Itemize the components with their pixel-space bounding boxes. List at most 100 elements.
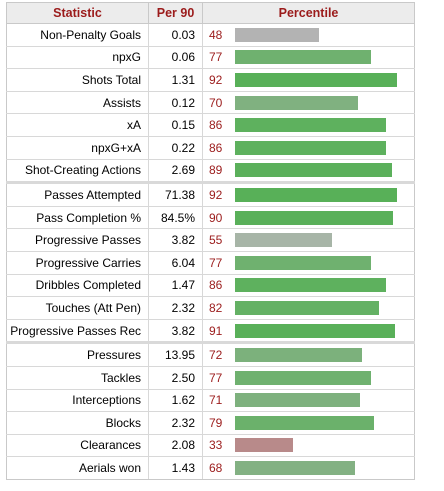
percentile-number: 92	[209, 187, 223, 202]
table-row: Progressive Passes 3.82 55	[6, 228, 415, 252]
table-row: Progressive Passes Rec 3.82 91	[6, 319, 415, 344]
percentile-cell: 86	[202, 136, 415, 160]
per90-value-cell: 1.43	[148, 456, 203, 480]
percentile-cell: 55	[202, 228, 415, 252]
per90-value-cell: 84.5%	[148, 206, 203, 230]
stat-name-cell: Progressive Carries	[6, 251, 149, 275]
table-row: Touches (Att Pen) 2.32 82	[6, 296, 415, 320]
percentile-number: 71	[209, 393, 223, 408]
table-row: Clearances 2.08 33	[6, 434, 415, 458]
stat-name-cell: Non-Penalty Goals	[6, 23, 149, 47]
percentile-number: 77	[209, 370, 223, 385]
stat-name-cell: Interceptions	[6, 389, 149, 413]
table-row: Interceptions 1.62 71	[6, 389, 415, 413]
percentile-number: 90	[209, 210, 223, 225]
percentile-cell: 89	[202, 159, 415, 184]
percentile-number: 72	[209, 348, 223, 363]
percentile-cell: 77	[202, 46, 415, 70]
percentile-number: 91	[209, 323, 223, 338]
table-row: npxG+xA 0.22 86	[6, 136, 415, 160]
stat-name-cell: npxG+xA	[6, 136, 149, 160]
table-row: Shots Total 1.31 92	[6, 68, 415, 92]
header-percentile[interactable]: Percentile	[202, 2, 415, 24]
percentile-cell: 70	[202, 91, 415, 115]
stat-name-cell: Pass Completion %	[6, 206, 149, 230]
percentile-number: 48	[209, 27, 223, 42]
stat-name-cell: Progressive Passes Rec	[6, 319, 149, 344]
percentile-bar	[235, 187, 397, 202]
percentile-cell: 77	[202, 366, 415, 390]
table-row: Pressures 13.95 72	[6, 341, 415, 367]
per90-value-cell: 1.47	[148, 274, 203, 298]
table-header-row: Statistic Per 90 Percentile	[6, 2, 415, 24]
percentile-bar	[235, 233, 332, 248]
percentile-number: 86	[209, 140, 223, 155]
per90-value-cell: 0.03	[148, 23, 203, 47]
table-row: Aerials won 1.43 68	[6, 456, 415, 480]
per90-value-cell: 71.38	[148, 181, 203, 207]
percentile-number: 86	[209, 118, 223, 133]
stat-name-cell: Blocks	[6, 411, 149, 435]
percentile-bar	[235, 210, 393, 225]
percentile-number: 92	[209, 72, 223, 87]
table-row: Blocks 2.32 79	[6, 411, 415, 435]
percentile-bar	[235, 118, 386, 133]
percentile-bar	[235, 415, 374, 430]
scouting-report-container: Statistic Per 90 Percentile Non-Penalty …	[6, 2, 415, 480]
table-row: Tackles 2.50 77	[6, 366, 415, 390]
header-statistic[interactable]: Statistic	[6, 2, 149, 24]
per90-value-cell: 0.22	[148, 136, 203, 160]
percentile-bar	[235, 72, 397, 87]
percentile-bar	[235, 300, 379, 315]
percentile-number: 89	[209, 163, 223, 178]
percentile-cell: 48	[202, 23, 415, 47]
percentile-bar	[235, 255, 371, 270]
percentile-bar	[235, 438, 293, 453]
percentile-cell: 33	[202, 434, 415, 458]
percentile-number: 77	[209, 255, 223, 270]
stat-name-cell: npxG	[6, 46, 149, 70]
table-row: Assists 0.12 70	[6, 91, 415, 115]
table-row: npxG 0.06 77	[6, 46, 415, 70]
table-row: Passes Attempted 71.38 92	[6, 181, 415, 207]
percentile-cell: 68	[202, 456, 415, 480]
stat-name-cell: Shots Total	[6, 68, 149, 92]
per90-value-cell: 0.15	[148, 113, 203, 137]
percentile-bar	[235, 95, 358, 110]
percentile-bar	[235, 50, 371, 65]
per90-value-cell: 2.50	[148, 366, 203, 390]
percentile-bar	[235, 348, 362, 363]
per90-value-cell: 0.12	[148, 91, 203, 115]
stat-name-cell: Passes Attempted	[6, 181, 149, 207]
percentile-bar	[235, 163, 392, 178]
percentile-bar	[235, 461, 355, 476]
percentile-cell: 91	[202, 319, 415, 344]
table-row: Progressive Carries 6.04 77	[6, 251, 415, 275]
percentile-bar	[235, 27, 319, 42]
percentile-bar	[235, 278, 386, 293]
percentile-bar	[235, 323, 395, 338]
per90-value-cell: 1.31	[148, 68, 203, 92]
header-per90[interactable]: Per 90	[148, 2, 203, 24]
percentile-cell: 71	[202, 389, 415, 413]
stat-name-cell: Tackles	[6, 366, 149, 390]
stat-name-cell: Aerials won	[6, 456, 149, 480]
per90-value-cell: 2.69	[148, 159, 203, 184]
stat-name-cell: Clearances	[6, 434, 149, 458]
percentile-number: 86	[209, 278, 223, 293]
per90-value-cell: 2.08	[148, 434, 203, 458]
per90-value-cell: 13.95	[148, 341, 203, 367]
percentile-cell: 82	[202, 296, 415, 320]
stat-name-cell: Shot-Creating Actions	[6, 159, 149, 184]
percentile-cell: 90	[202, 206, 415, 230]
table-row: Shot-Creating Actions 2.69 89	[6, 159, 415, 184]
percentile-cell: 77	[202, 251, 415, 275]
per90-value-cell: 2.32	[148, 411, 203, 435]
table-row: Pass Completion % 84.5% 90	[6, 206, 415, 230]
stat-name-cell: Pressures	[6, 341, 149, 367]
table-row: Dribbles Completed 1.47 86	[6, 274, 415, 298]
percentile-cell: 86	[202, 113, 415, 137]
table-row: xA 0.15 86	[6, 113, 415, 137]
per90-value-cell: 3.82	[148, 228, 203, 252]
stat-name-cell: Dribbles Completed	[6, 274, 149, 298]
